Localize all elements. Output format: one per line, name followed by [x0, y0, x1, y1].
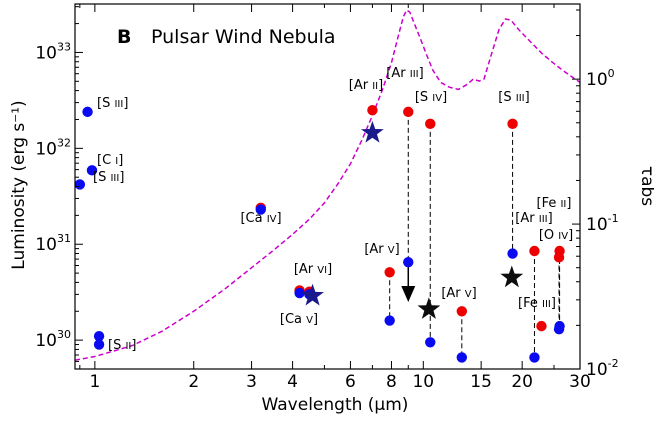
- x-tick-label: 3: [246, 372, 257, 392]
- x-tick-label: 15: [470, 372, 492, 392]
- axes: 1 2 3 4 6 8 10 15 20 30 1030 1031 1032 1033 10-2 10-1 10…: [35, 3, 619, 392]
- star-marker: [417, 297, 441, 319]
- ion-label: [Ar V]: [441, 286, 476, 301]
- red-point: [367, 104, 378, 116]
- x-axis-title: Wavelength (μm): [262, 395, 409, 415]
- blue-point: [384, 315, 395, 326]
- red-point: [384, 267, 395, 278]
- blue-point: [507, 248, 518, 259]
- ion-label: [Ca V]: [280, 312, 318, 327]
- star-marker: [500, 265, 524, 288]
- ion-label: [Ca IV]: [240, 211, 281, 226]
- plot-frame: [74, 3, 581, 370]
- red-point: [456, 306, 468, 317]
- x-tick-label: 4: [287, 372, 298, 392]
- y-tick-label: 1033: [35, 40, 71, 63]
- x-tick-label: 20: [511, 372, 533, 392]
- panel-letter: B: [117, 26, 131, 48]
- x-tick-label: 10: [412, 372, 434, 392]
- model-curve-layer: [74, 8, 581, 361]
- red-point: [403, 106, 414, 118]
- red-point: [536, 320, 547, 332]
- y2-tick-label: 10-2: [586, 357, 619, 380]
- ion-label: [O IV]: [539, 228, 573, 243]
- model-tau-curve: [74, 8, 581, 361]
- x-tick-label: 2: [188, 372, 199, 392]
- star-marker: [301, 283, 324, 306]
- ion-label: [S II]: [108, 338, 136, 353]
- red-point: [529, 245, 540, 257]
- ion-label: [C I]: [97, 153, 123, 168]
- x-tick-label: 30: [569, 372, 591, 392]
- blue-point: [294, 287, 305, 299]
- y-tick-label: 1032: [35, 136, 71, 159]
- blue-point: [255, 204, 266, 215]
- y-tick-label: 1031: [35, 232, 71, 255]
- ion-label: [Ar V]: [364, 242, 399, 257]
- blue-point: [93, 330, 105, 342]
- connector-lines: [389, 111, 561, 358]
- red-point: [507, 118, 518, 130]
- ion-label: [S III]: [93, 170, 124, 185]
- x-tick-label: 6: [345, 372, 356, 392]
- star-marker: [361, 120, 384, 143]
- x-tick-label: 8: [386, 372, 397, 392]
- ion-label: [Fe II]: [537, 196, 572, 211]
- ion-label: [Ar III]: [515, 211, 552, 226]
- blue-point: [425, 337, 436, 348]
- ion-label: [Ar II]: [349, 78, 383, 93]
- y-tick-label: 1030: [35, 328, 71, 351]
- ion-label: [Ar III]: [386, 66, 423, 81]
- red-point: [425, 118, 436, 130]
- x-tick-label: 1: [89, 372, 100, 392]
- blue-point: [554, 320, 565, 332]
- ion-label: [Fe III]: [518, 296, 556, 311]
- ion-label: [S III]: [97, 96, 128, 111]
- blue-point: [529, 352, 540, 363]
- ion-label: [S III]: [498, 90, 529, 105]
- y2-tick-label: 10-1: [586, 212, 619, 235]
- blue-point: [456, 352, 468, 363]
- blue-point: [86, 165, 98, 176]
- y2-tick-label: 100: [586, 67, 615, 90]
- data-points: [74, 104, 565, 363]
- y2-axis-title: τabs: [637, 166, 654, 206]
- red-point: [554, 245, 565, 257]
- ion-label: [S IV]: [415, 90, 447, 105]
- ion-label: [Ar VI]: [294, 262, 332, 277]
- y-axis-title: Luminosity (erg s⁻¹): [9, 100, 29, 269]
- blue-point: [403, 256, 414, 268]
- blue-point: [93, 339, 105, 350]
- ion-labels: [Ar II][Ar III][S IV] [S III][Ar V][Ar V]…: [93, 66, 573, 353]
- upper-limit-arrow-head: [401, 285, 416, 302]
- blue-point: [74, 179, 86, 190]
- blue-point: [82, 106, 93, 118]
- chart-title: Pulsar Wind Nebula: [151, 26, 336, 48]
